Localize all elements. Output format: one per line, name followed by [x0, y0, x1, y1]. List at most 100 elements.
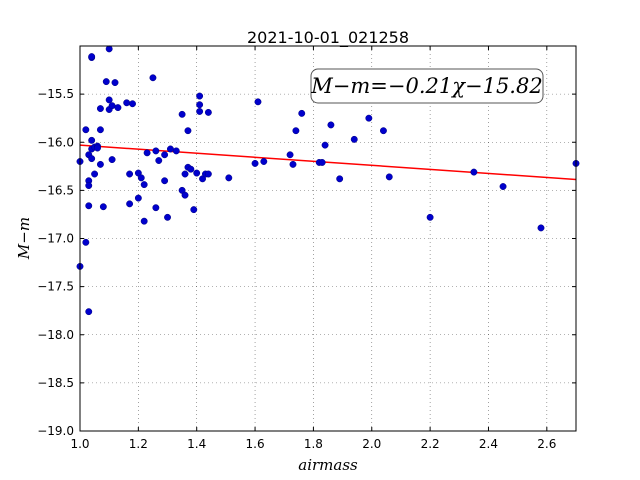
- data-points: [76, 45, 580, 316]
- data-point: [111, 79, 119, 87]
- x-tick-label: 1.4: [187, 437, 206, 451]
- axis-ticks: [79, 46, 576, 432]
- data-point: [105, 45, 113, 53]
- data-point: [143, 149, 151, 157]
- data-point: [108, 102, 116, 110]
- data-point: [292, 127, 300, 135]
- data-point: [181, 191, 189, 199]
- annotation-box: [310, 68, 544, 104]
- data-point: [286, 151, 294, 159]
- data-point: [321, 141, 329, 149]
- data-point: [196, 92, 204, 100]
- data-point: [260, 158, 268, 165]
- y-tick-label: −17.5: [37, 280, 74, 294]
- x-tick-label: 2.2: [421, 437, 440, 451]
- data-point: [196, 108, 204, 115]
- data-point: [204, 170, 212, 178]
- data-point: [204, 108, 212, 116]
- data-point: [225, 174, 233, 182]
- x-tick-label: 1.2: [129, 437, 148, 451]
- data-point: [91, 170, 99, 178]
- y-tick-label: −16.0: [37, 135, 74, 149]
- data-point: [298, 109, 306, 117]
- data-point: [88, 53, 96, 61]
- data-point: [350, 135, 358, 143]
- data-point: [254, 98, 262, 106]
- fit-line-group: [79, 144, 577, 181]
- y-axis-label: M−m: [15, 217, 33, 260]
- data-point: [82, 126, 90, 134]
- data-point: [181, 170, 189, 178]
- data-point: [164, 213, 171, 221]
- x-axis-label: airmass: [298, 456, 358, 474]
- data-point: [123, 99, 131, 107]
- data-point: [152, 204, 160, 212]
- x-tick-label: 1.6: [246, 437, 265, 451]
- data-point: [385, 173, 393, 181]
- chart-title: 2021-10-01_021258: [247, 28, 409, 48]
- data-point: [166, 145, 174, 153]
- data-point: [152, 147, 160, 155]
- data-point: [94, 144, 101, 152]
- data-point: [88, 136, 96, 144]
- x-tick-label: 2.0: [362, 437, 381, 451]
- data-point: [251, 159, 259, 167]
- data-point: [140, 181, 148, 189]
- annotation-text: M−m=−0.21χ−15.82: [310, 74, 542, 98]
- data-point: [82, 238, 90, 246]
- data-point: [85, 308, 93, 316]
- data-point: [178, 110, 186, 118]
- data-point: [172, 147, 180, 155]
- fit-line: [79, 144, 577, 181]
- y-tick-label: −18.0: [37, 328, 74, 342]
- x-tick-label: 1.0: [70, 437, 89, 451]
- y-tick-label: −18.5: [37, 376, 74, 390]
- data-point: [470, 168, 478, 176]
- data-point: [114, 104, 122, 112]
- data-point: [102, 78, 110, 86]
- data-point: [85, 182, 93, 190]
- data-point: [134, 194, 142, 202]
- data-point: [96, 126, 104, 134]
- data-point: [365, 114, 373, 122]
- data-point: [187, 165, 195, 173]
- fit-annotation: M−m=−0.21χ−15.82: [310, 68, 544, 104]
- y-tick-label: −16.5: [37, 183, 74, 197]
- data-point: [88, 155, 96, 163]
- data-point: [105, 96, 113, 104]
- data-point: [379, 127, 387, 135]
- x-tick-label: 2.6: [537, 437, 556, 451]
- data-point: [196, 101, 204, 109]
- data-point: [126, 200, 134, 208]
- data-point: [96, 160, 104, 168]
- data-point: [129, 100, 136, 108]
- data-point: [289, 160, 297, 168]
- data-point: [190, 206, 198, 214]
- y-tick-label: −15.5: [37, 87, 74, 101]
- data-point: [137, 174, 145, 182]
- data-point: [108, 156, 116, 164]
- data-point: [537, 224, 545, 232]
- y-tick-label: −19.0: [37, 424, 74, 438]
- data-point: [140, 217, 148, 225]
- data-point: [161, 151, 169, 159]
- data-point: [149, 74, 157, 82]
- y-tick-label: −17.0: [37, 232, 74, 246]
- data-point: [96, 105, 104, 113]
- data-point: [193, 169, 201, 177]
- data-point: [426, 213, 434, 221]
- data-point: [155, 157, 163, 164]
- data-point: [99, 203, 107, 211]
- x-tick-label: 2.4: [479, 437, 498, 451]
- data-point: [327, 121, 335, 129]
- data-point: [336, 175, 344, 183]
- x-tick-labels: 1.0 1.2 1.4 1.6 1.8 2.0 2.2 2.4 2.6: [70, 437, 556, 451]
- data-point: [161, 177, 169, 185]
- data-point: [499, 183, 507, 190]
- data-point: [184, 127, 192, 135]
- data-point: [126, 170, 134, 178]
- x-tick-label: 1.8: [304, 437, 323, 451]
- y-tick-labels: −15.5 −16.0 −16.5 −17.0 −17.5 −18.0 −18.5 −19.0: [37, 87, 74, 438]
- data-point: [318, 159, 326, 166]
